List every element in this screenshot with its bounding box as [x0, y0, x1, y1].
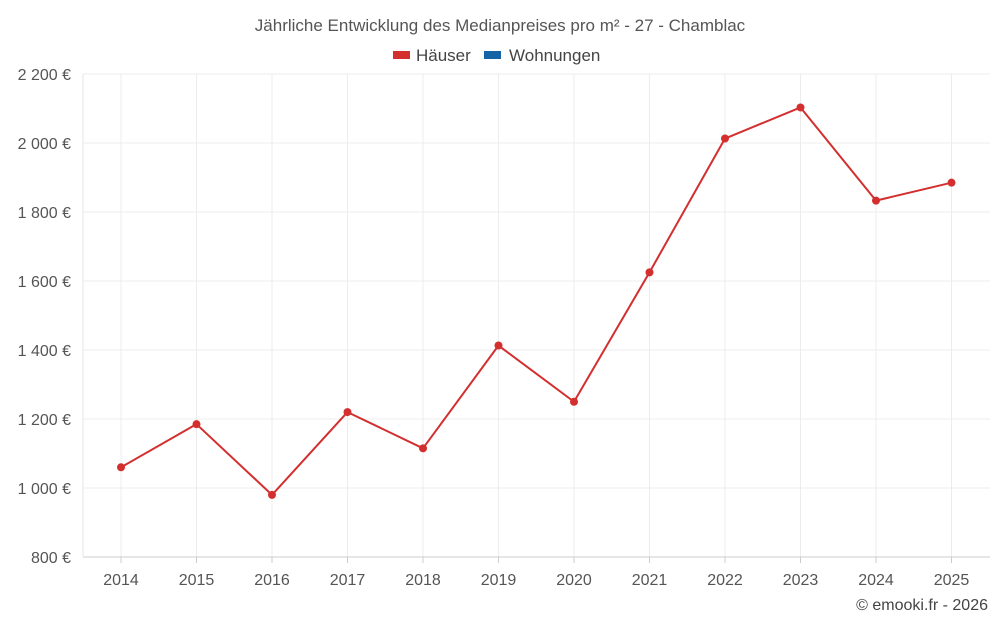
data-point-haeuser-2024[interactable] [872, 196, 880, 205]
series-line-haeuser [120, 106, 952, 496]
chart-title: Jährliche Entwicklung des Medianpreises … [255, 16, 746, 35]
x-tick-label: 2016 [254, 572, 290, 589]
legend-swatch-haeuser [393, 51, 410, 59]
x-tick-label: 2020 [556, 572, 592, 589]
y-tick-label: 1 200 € [18, 412, 71, 429]
legend: Häuser Wohnungen [393, 46, 600, 65]
x-tick-label: 2024 [858, 572, 894, 589]
y-tick-label: 1 000 € [18, 481, 71, 498]
legend-label-haeuser[interactable]: Häuser [416, 46, 471, 65]
x-tick-label: 2022 [707, 572, 743, 589]
legend-swatch-wohnungen [484, 51, 501, 59]
legend-label-wohnungen[interactable]: Wohnungen [509, 46, 600, 65]
credit-text: © emooki.fr - 2026 [856, 597, 988, 614]
data-point-haeuser-2014[interactable] [117, 463, 125, 472]
data-point-haeuser-2016[interactable] [268, 490, 276, 499]
x-tick-label: 2021 [632, 572, 668, 589]
data-point-haeuser-2020[interactable] [570, 397, 578, 406]
data-point-haeuser-2025[interactable] [947, 178, 956, 187]
grid [83, 73, 990, 558]
data-point-haeuser-2023[interactable] [796, 103, 805, 112]
x-tick-label: 2018 [405, 572, 441, 589]
series-haeuser [117, 103, 956, 499]
y-tick-label: 800 € [31, 550, 71, 567]
data-point-haeuser-2015[interactable] [192, 420, 201, 429]
y-tick-label: 2 000 € [18, 136, 71, 153]
y-tick-label: 1 400 € [18, 343, 71, 360]
axes: 800 € 1 000 € 1 200 € 1 400 € 1 600 € 1 800 €… [18, 67, 990, 589]
data-point-haeuser-2019[interactable] [494, 341, 503, 350]
y-tick-label: 2 200 € [18, 67, 71, 84]
x-tick-label: 2019 [481, 572, 517, 589]
x-tick-label: 2025 [934, 572, 970, 589]
y-tick-label: 1 800 € [18, 205, 71, 222]
data-point-haeuser-2021[interactable] [645, 268, 654, 277]
y-tick-label: 1 600 € [18, 274, 71, 291]
x-tick-label: 2014 [103, 572, 139, 589]
x-tick-label: 2015 [179, 572, 215, 589]
data-point-haeuser-2017[interactable] [343, 408, 352, 417]
x-tick-label: 2023 [783, 572, 819, 589]
data-point-haeuser-2022[interactable] [721, 134, 729, 143]
x-tick-label: 2017 [330, 572, 366, 589]
data-point-haeuser-2018[interactable] [419, 444, 427, 453]
